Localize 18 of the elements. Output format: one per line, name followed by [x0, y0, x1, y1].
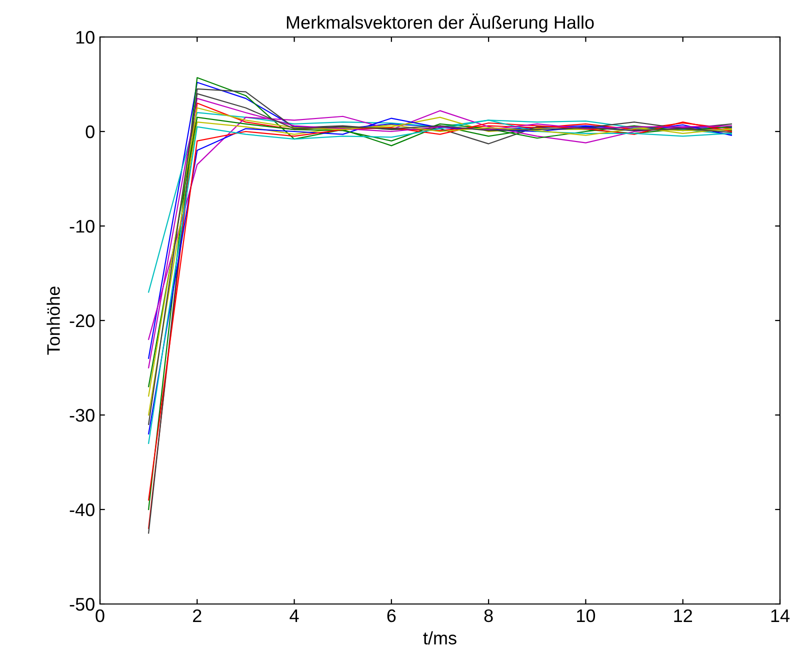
y-tick-label: -50 [70, 598, 94, 611]
x-tick-label: 8 [484, 609, 493, 622]
x-tick-label: 4 [290, 610, 299, 622]
x-axis-title: t/ms [423, 631, 456, 645]
x-tick-label: 12 [674, 609, 692, 622]
y-tick-label: -20 [70, 314, 94, 328]
y-tick-label: -30 [70, 408, 94, 422]
y-axis-title: Tonhöhe [46, 286, 60, 355]
y-tick-label: -40 [70, 503, 94, 516]
y-tick-label: 10 [76, 30, 94, 44]
x-tick-label: 0 [96, 609, 104, 622]
x-tick-label: 2 [193, 609, 202, 622]
chart-title: Merkmalsvektoren der Äußerung Hallo [286, 14, 594, 32]
y-tick-label: -10 [70, 220, 94, 233]
y-tick-label: 0 [86, 125, 94, 138]
x-tick-label: 10 [577, 609, 596, 622]
x-tick-label: 14 [771, 610, 790, 622]
x-tick-label: 6 [387, 609, 396, 622]
